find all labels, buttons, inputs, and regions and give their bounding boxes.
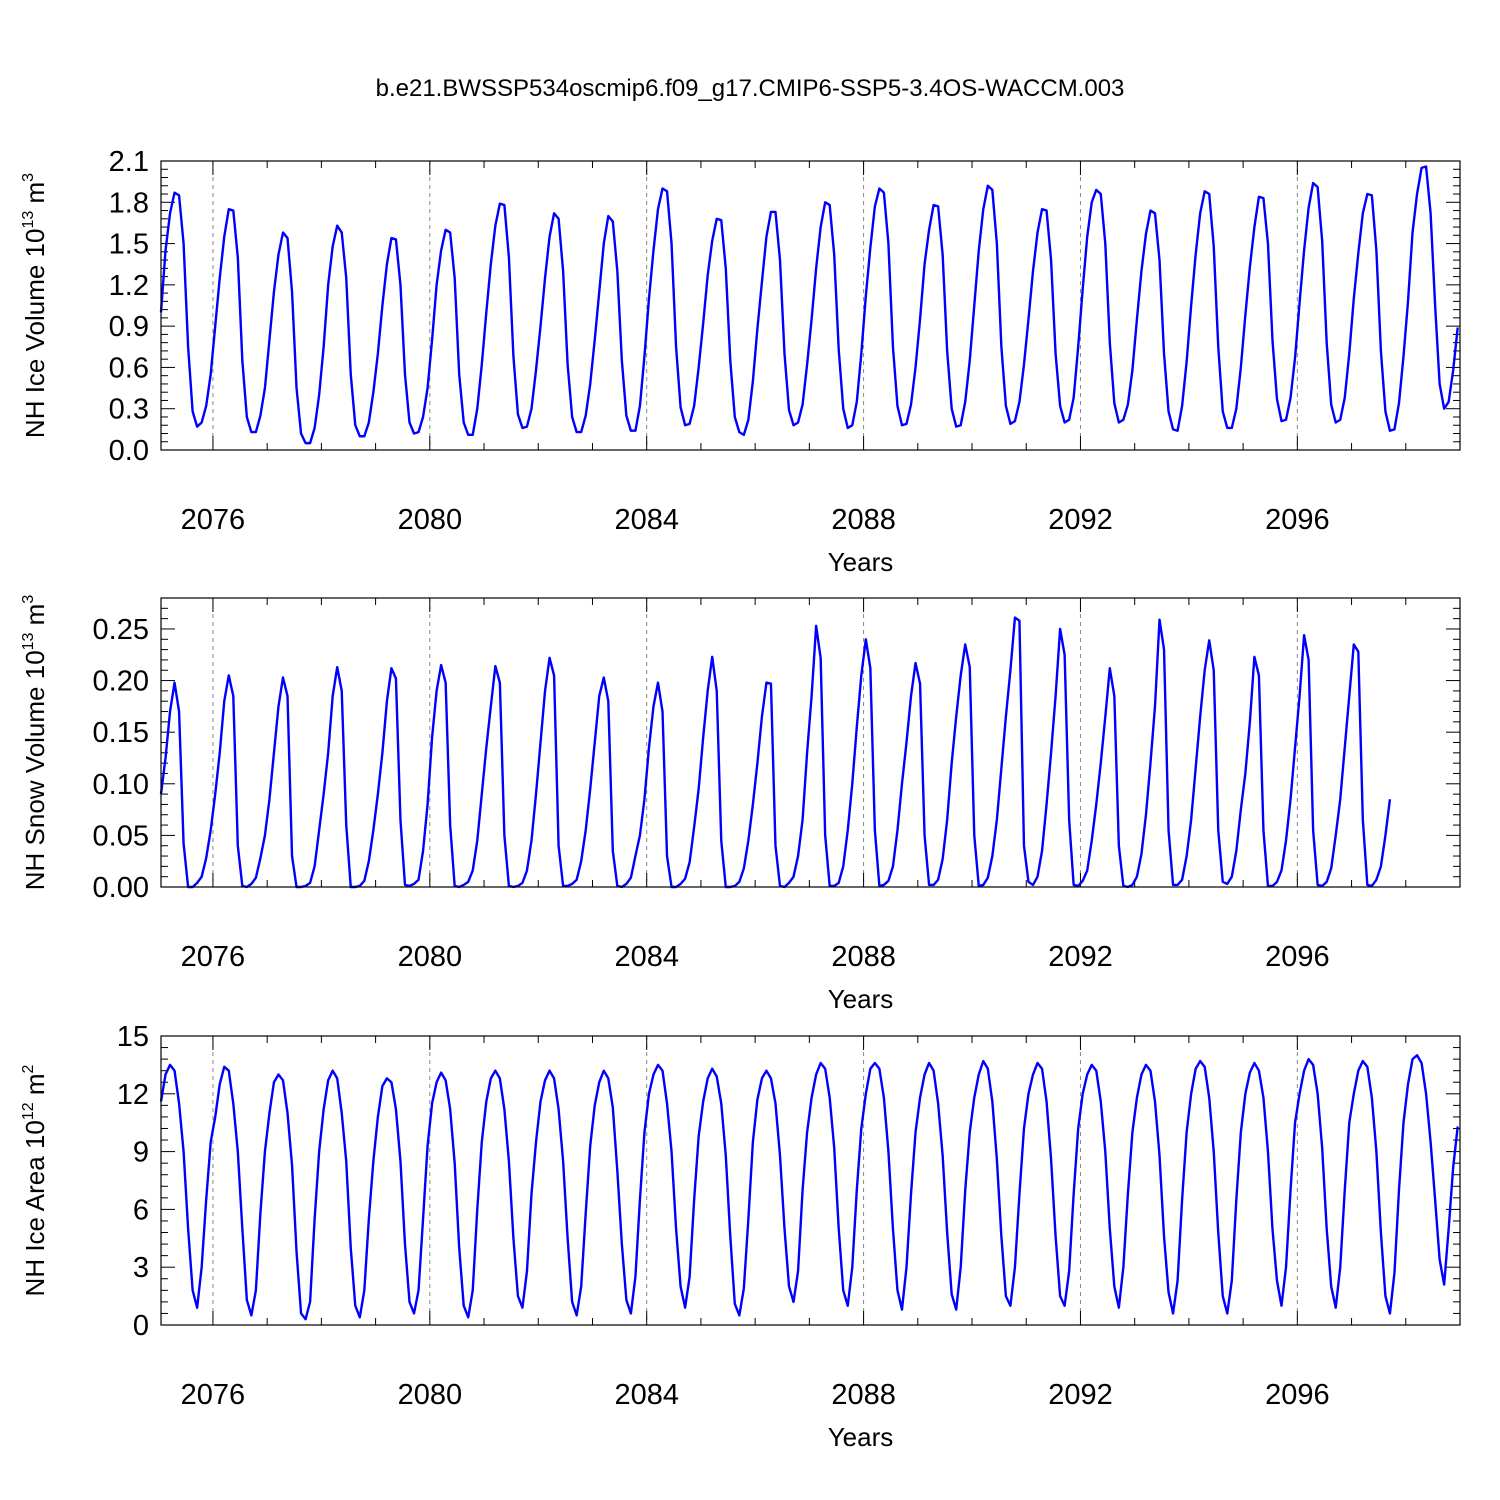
y-tick-label: 0.25 [93,614,149,646]
figure-title: b.e21.BWSSP534oscmip6.f09_g17.CMIP6-SSP5… [376,75,1125,102]
y-tick-label: 0.3 [109,394,149,426]
x-tick-label: 2084 [614,1379,679,1411]
y-axis-label: NH Snow Volume 1013 m3 [20,595,50,891]
y-tick-label: 0.10 [93,769,149,801]
y-tick-label: 1.8 [109,187,149,219]
x-tick-label: 2084 [614,504,679,536]
y-tick-label: 0.9 [109,311,149,343]
x-axis-label: Years [828,984,894,1014]
x-axis-label: Years [828,547,894,577]
x-tick-label: 2080 [398,941,463,973]
y-tick-label: 0.05 [93,820,149,852]
chart-panel-1: 0.0 0.3 0.6 0.9 1.2 1.5 1.8 2.1 2076 2080 2084 2088… [20,146,1461,577]
x-tick-label: 2080 [398,504,463,536]
y-axis-label: NH Ice Area 1012 m2 [20,1064,50,1296]
x-tick-label: 2096 [1265,1379,1330,1411]
y-tick-label: 12 [117,1079,149,1111]
y-tick-label: 0.0 [109,435,149,467]
x-tick-label: 2088 [831,1379,896,1411]
series-line [159,1054,1459,1321]
plot-frame [160,1035,1461,1326]
x-tick-label: 2092 [1048,504,1113,536]
series-line [159,165,1459,445]
y-tick-label: 9 [133,1137,149,1169]
y-tick-label: 2.1 [109,146,149,178]
y-tick-label: 15 [117,1021,149,1053]
y-tick-label: 1.5 [109,229,149,261]
y-axis-label: NH Ice Volume 1013 m3 [20,173,50,438]
plot-frame [160,597,1461,888]
x-tick-label: 2084 [614,941,679,973]
x-tick-label: 2096 [1265,941,1330,973]
y-tick-label: 0.00 [93,872,149,904]
x-tick-label: 2088 [831,941,896,973]
y-tick-label: 6 [133,1194,149,1226]
y-tick-label: 1.2 [109,270,149,302]
x-tick-label: 2096 [1265,504,1330,536]
y-tick-label: 0.20 [93,666,149,698]
x-tick-label: 2076 [181,941,246,973]
y-tick-label: 0.15 [93,717,149,749]
chart-panel-3: 0 3 6 9 12 15 2076 2080 2084 2088 2092 2096 Years NH … [20,1021,1461,1452]
plot-frame [160,160,1461,451]
x-tick-label: 2080 [398,1379,463,1411]
x-axis-label: Years [828,1422,894,1452]
chart-panel-2: 0.00 0.05 0.10 0.15 0.20 0.25 2076 2080 2084 2088… [20,595,1461,1014]
x-tick-label: 2076 [181,1379,246,1411]
series-line [159,616,1392,889]
y-tick-label: 3 [133,1252,149,1284]
y-tick-label: 0.6 [109,352,149,384]
x-tick-label: 2092 [1048,941,1113,973]
x-tick-label: 2076 [181,504,246,536]
x-tick-label: 2092 [1048,1379,1113,1411]
x-tick-label: 2088 [831,504,896,536]
y-tick-label: 0 [133,1310,149,1342]
